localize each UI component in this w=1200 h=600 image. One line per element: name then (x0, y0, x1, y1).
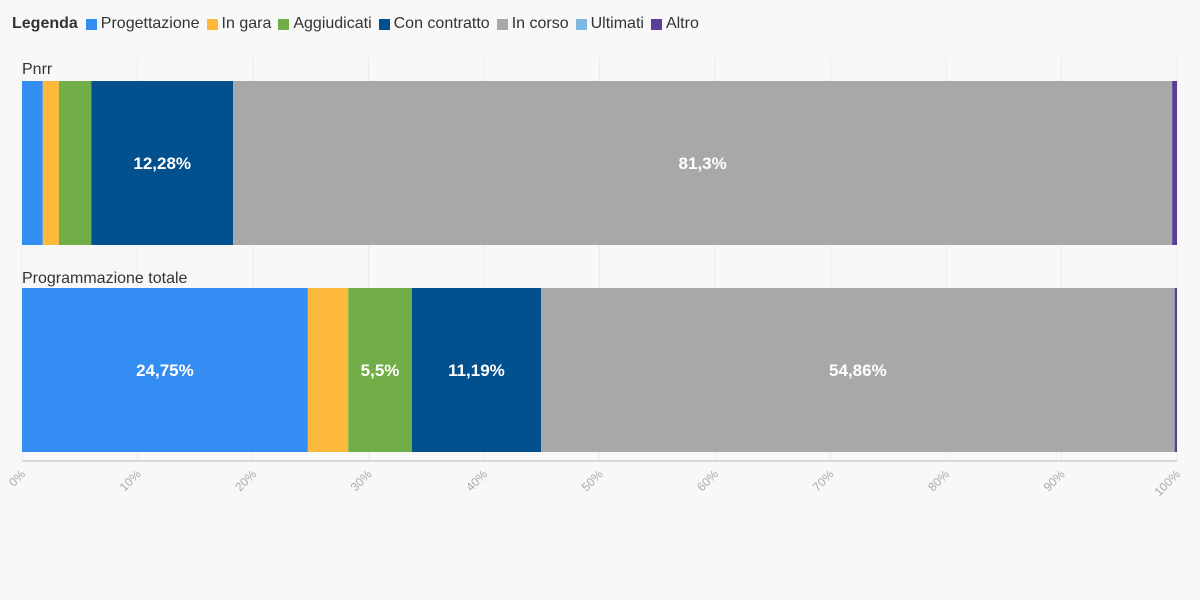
legend-label: In corso (511, 15, 569, 32)
legend-item-in-corso[interactable]: In corso (496, 15, 569, 33)
data-label: 12,28% (133, 154, 191, 173)
legend-swatch (206, 18, 218, 30)
x-tick-label: 80% (925, 467, 952, 494)
bar-segment (348, 288, 412, 452)
x-tick-label: 100% (1152, 467, 1184, 499)
bar-segment (1174, 288, 1177, 452)
bar-segment (22, 81, 43, 245)
x-tick-label: 30% (348, 467, 375, 494)
legend-label: Aggiudicati (293, 15, 372, 32)
data-label: 11,19% (448, 361, 505, 380)
bar-segment (1172, 81, 1177, 245)
legend-swatch (278, 18, 290, 30)
x-tick-label: 0% (6, 467, 28, 489)
legend-label: Ultimati (590, 15, 644, 32)
bar-segment (42, 81, 59, 245)
bar-segment (411, 288, 542, 452)
x-tick-label: 70% (810, 467, 837, 494)
legend-item-con-contratto[interactable]: Con contratto (378, 15, 490, 33)
legend-item-aggiudicati[interactable]: Aggiudicati (278, 15, 372, 33)
legend-item-ultimati[interactable]: Ultimati (575, 15, 644, 33)
x-tick-label: 90% (1041, 467, 1068, 494)
legend: Legenda Progettazione In gara Aggiudicat… (12, 13, 706, 35)
legend-label: In gara (221, 15, 272, 32)
legend-title: Legenda (12, 15, 78, 32)
x-tick-label: 50% (579, 467, 606, 494)
legend-swatch (496, 18, 508, 30)
legend-item-progettazione[interactable]: Progettazione (85, 15, 200, 33)
bar-segment (307, 288, 349, 452)
bar-segment (541, 288, 1175, 452)
category-label: Programmazione totale (22, 270, 188, 287)
legend-label: Altro (665, 15, 699, 32)
bar-segment (22, 288, 308, 452)
legend-item-altro[interactable]: Altro (650, 15, 699, 33)
x-tick-label: 10% (117, 467, 144, 494)
legend-swatch (650, 18, 662, 30)
bar-segment (58, 81, 92, 245)
data-label: 24,75% (136, 361, 194, 380)
category-label: Pnrr (22, 61, 53, 78)
legend-label: Con contratto (393, 15, 490, 32)
data-label: 81,3% (679, 154, 727, 173)
x-tick-label: 20% (232, 467, 259, 494)
bar-segment (91, 81, 234, 245)
legend-swatch (85, 18, 97, 30)
bar-segment (233, 81, 1173, 245)
data-label: 5,5% (361, 361, 400, 380)
x-tick-label: 40% (463, 467, 490, 494)
legend-label: Progettazione (100, 15, 200, 32)
legend-swatch (378, 18, 390, 30)
legend-swatch (575, 18, 587, 30)
legend-item-in-gara[interactable]: In gara (206, 15, 272, 33)
x-tick-label: 60% (694, 467, 721, 494)
data-label: 54,86% (829, 361, 887, 380)
